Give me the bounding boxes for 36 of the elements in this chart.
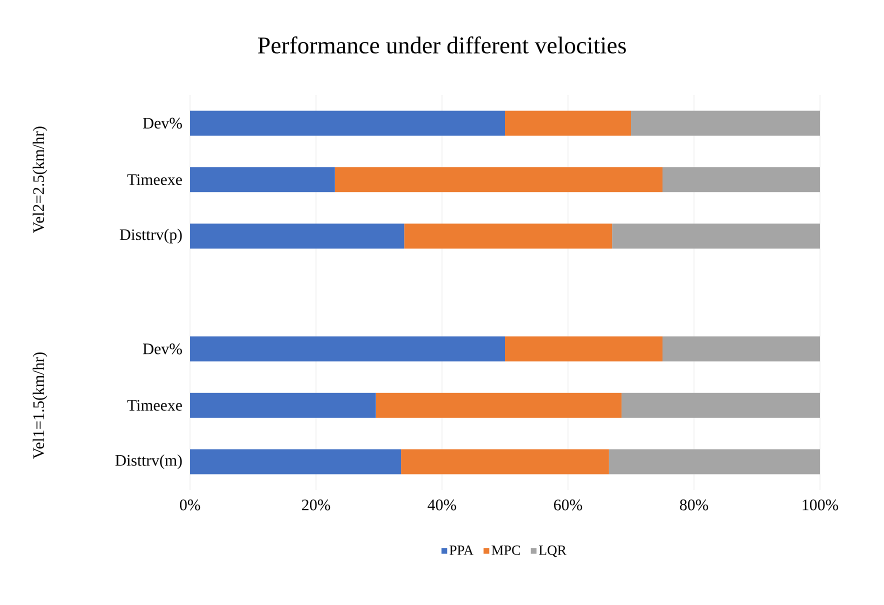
bar (631, 110, 820, 136)
y-tick-label: Dev% (142, 118, 182, 129)
bar (190, 449, 402, 474)
bar (612, 224, 820, 249)
bar (662, 336, 820, 362)
x-tick-label: 40% (428, 500, 456, 510)
legend-label: LQR (538, 546, 566, 558)
bar (190, 167, 335, 192)
x-tick-label: 20% (302, 500, 330, 510)
x-tick-label: 0% (180, 500, 200, 510)
legend-label: MPC (492, 546, 520, 555)
x-tick-label: 100% (802, 500, 838, 510)
y-tick-label: Disttrv(m) (115, 454, 182, 470)
y-tick-label: Timeexe (127, 174, 182, 186)
bar (505, 336, 662, 362)
x-tick-label: 80% (680, 500, 708, 510)
text: Vel2=2.5(km/hr) (32, 126, 48, 234)
legend-label: PPA (450, 546, 474, 555)
bar (608, 449, 820, 474)
y-tick-label: Disttrv(p) (120, 228, 182, 244)
bar (376, 392, 622, 418)
bar (404, 224, 612, 249)
y-tick-label: Timeexe (127, 400, 182, 411)
bar (190, 110, 505, 136)
bar (622, 392, 820, 418)
bar (190, 224, 404, 249)
bar (662, 167, 820, 192)
chart-title: Performance under different velocities (258, 36, 626, 54)
bar (401, 449, 609, 474)
y-tick-label: Dev% (142, 344, 182, 354)
bar (190, 336, 505, 362)
bar (190, 392, 376, 418)
bar (505, 110, 631, 136)
bar (334, 167, 662, 192)
x-tick-label: 60% (554, 500, 582, 510)
text: Vel1=1.5(km/hr) (32, 352, 48, 459)
